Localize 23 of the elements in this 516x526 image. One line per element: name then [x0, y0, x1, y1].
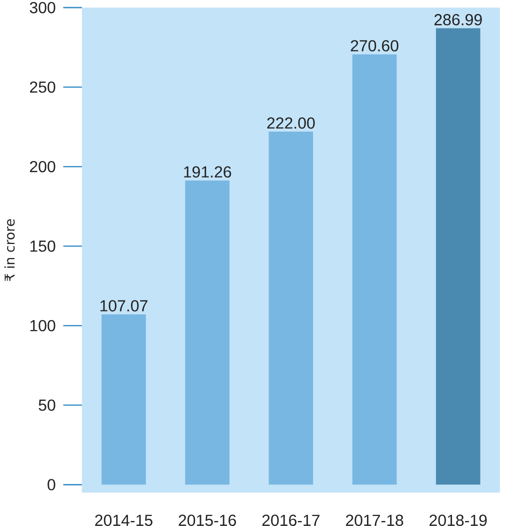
x-tick-label: 2015-16	[178, 514, 236, 526]
data-label: 286.99	[434, 14, 482, 26]
data-label: 222.00	[267, 117, 315, 129]
data-label: 191.26	[184, 166, 232, 178]
y-tick-label: 50	[38, 399, 56, 411]
x-tick-label: 2018-19	[430, 514, 487, 526]
y-tick-label: 150	[30, 240, 56, 252]
bar	[185, 180, 230, 485]
bar	[268, 132, 314, 485]
bar	[352, 54, 397, 485]
y-axis-title: ₹ in crore	[4, 219, 15, 282]
bar	[436, 28, 480, 485]
x-tick-label: 2017-18	[346, 514, 404, 526]
y-tick-label: 300	[30, 2, 56, 14]
y-tick-label: 0	[48, 478, 56, 490]
y-tick-label: 250	[30, 81, 56, 93]
data-label: 270.60	[350, 40, 398, 52]
bar	[102, 314, 146, 485]
y-tick-label: 100	[30, 320, 56, 332]
x-tick-label: 2014-15	[95, 514, 152, 526]
x-tick-label: 2016-17	[262, 514, 320, 526]
y-tick-label: 200	[30, 160, 56, 172]
data-label: 107.07	[100, 300, 148, 312]
